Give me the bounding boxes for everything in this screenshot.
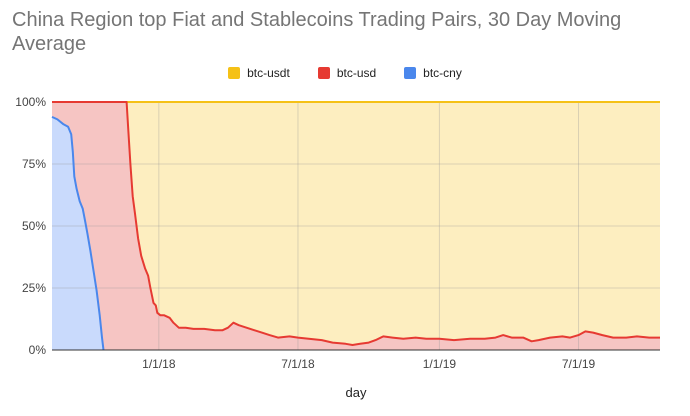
y-tick-label: 0% (29, 343, 47, 357)
chart-title: China Region top Fiat and Stablecoins Tr… (12, 9, 622, 55)
x-tick-label: 1/1/19 (423, 357, 457, 371)
legend-item-btc-usd[interactable]: btc-usd (317, 66, 377, 80)
y-tick-label: 75% (22, 157, 46, 171)
chart-legend: btc-usdt btc-usd btc-cny (0, 66, 690, 80)
legend-label-btc-usdt: btc-usdt (247, 66, 290, 80)
line-btc-usd (52, 101, 660, 346)
legend-label-btc-usd: btc-usd (336, 66, 377, 80)
legend-item-btc-cny[interactable]: btc-cny (404, 66, 462, 80)
x-tick-label: 7/1/19 (562, 357, 596, 371)
legend-swatch-btc-cny (404, 67, 417, 79)
x-tick-label: 7/1/18 (281, 357, 315, 371)
legend-swatch-btc-usdt (228, 67, 241, 79)
legend-item-btc-usdt[interactable]: btc-usdt (228, 66, 290, 80)
legend-label-btc-cny: btc-cny (423, 66, 462, 80)
y-tick-label: 25% (22, 281, 46, 295)
area-btc-usd (52, 102, 660, 350)
x-axis-title: day (346, 385, 367, 400)
line-btc-cny (51, 115, 105, 351)
legend-swatch-btc-usd (317, 67, 330, 79)
y-tick-label: 100% (15, 95, 46, 109)
x-tick-label: 1/1/18 (142, 357, 176, 371)
y-tick-label: 50% (22, 219, 46, 233)
